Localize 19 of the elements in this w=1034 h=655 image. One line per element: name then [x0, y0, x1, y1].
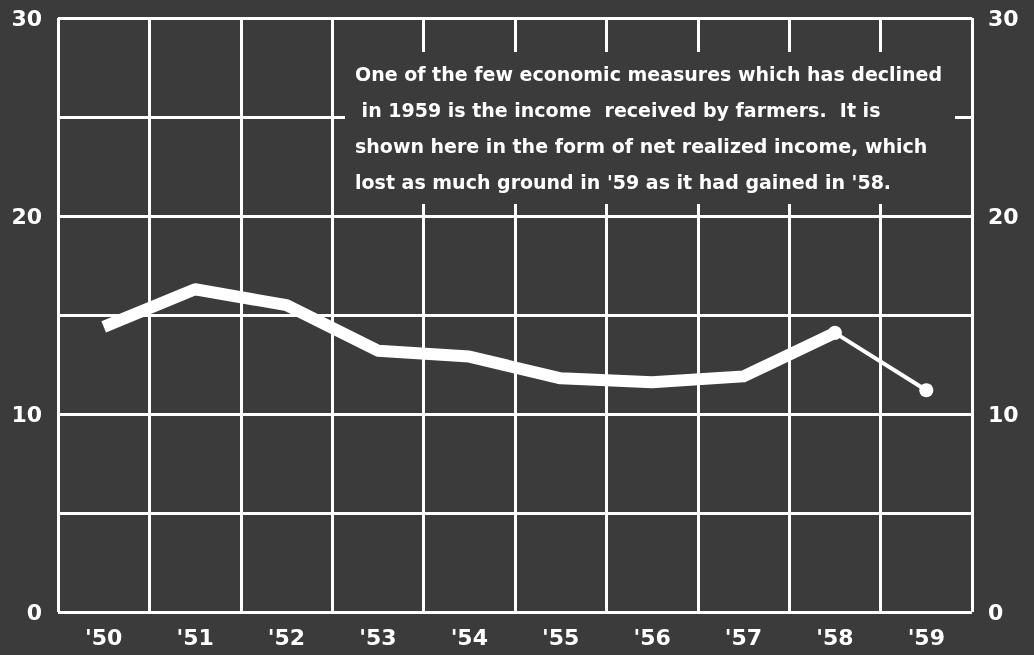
x-tick-label: '58 — [816, 624, 854, 650]
x-tick-label: '54 — [450, 624, 488, 650]
y-tick-label: 20 — [11, 203, 42, 229]
y2-tick-label: 20 — [988, 203, 1019, 229]
x-tick-label: '50 — [85, 624, 123, 650]
x-tick-label: '51 — [176, 624, 214, 650]
x-tick-label: '59 — [907, 624, 945, 650]
x-tick-label: '53 — [359, 624, 397, 650]
x-tick-label: '56 — [633, 624, 671, 650]
y-tick-label: 30 — [11, 5, 42, 31]
y2-tick-label: 30 — [988, 5, 1019, 31]
y-tick-label: 10 — [11, 401, 42, 427]
x-tick-label: '55 — [542, 624, 580, 650]
y2-tick-label: 0 — [988, 599, 1004, 625]
y2-tick-label: 10 — [988, 401, 1019, 427]
y-tick-label: 0 — [26, 599, 42, 625]
x-tick-label: '52 — [267, 624, 306, 650]
x-tick-label: '57 — [724, 624, 763, 650]
annotation: One of the few economic measures which has declined in 1959 is the income received by farmers. It is shown here in the form of net realized income, which lost as much ground in '59 as it had gained in '58. — [355, 63, 943, 193]
